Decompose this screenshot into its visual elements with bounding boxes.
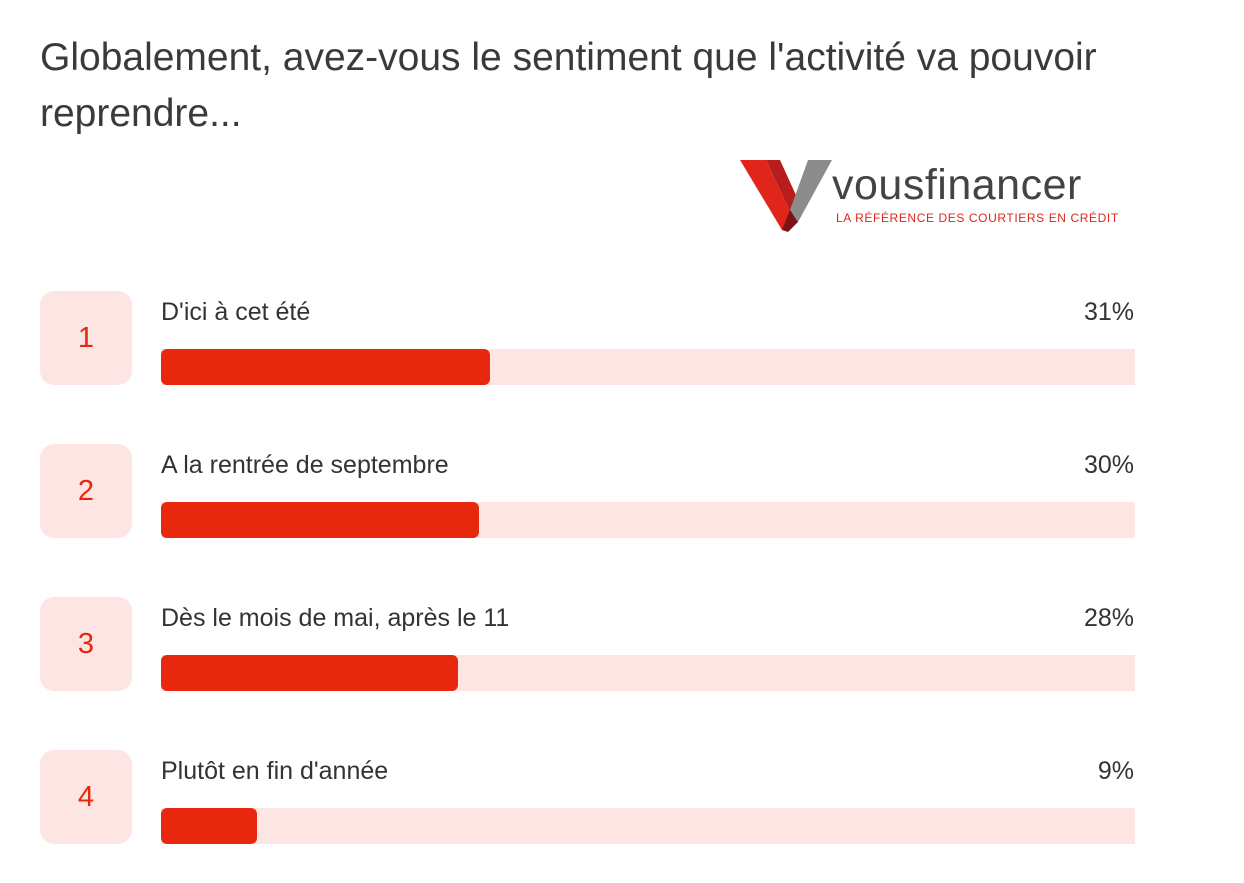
- vousfinancer-logo: vousfinancer LA RÉFÉRENCE DES COURTIERS …: [722, 156, 1138, 232]
- poll-option: 4 Plutôt en fin d'année 9%: [40, 750, 1150, 846]
- bar-fill: [161, 349, 490, 385]
- rank-badge: 1: [40, 291, 132, 385]
- bar-track: [161, 808, 1135, 844]
- bar-fill: [161, 502, 479, 538]
- question-title: Globalement, avez-vous le sentiment que …: [40, 36, 1097, 135]
- option-percentage: 30%: [1083, 451, 1134, 479]
- logo-v-icon: [740, 160, 832, 232]
- option-label: A la rentrée de septembre: [161, 451, 449, 479]
- option-label: D'ici à cet été: [161, 298, 311, 326]
- option-label: Dès le mois de mai, après le 11: [161, 604, 510, 632]
- option-percentage: 9%: [1097, 757, 1134, 785]
- rank-badge: 2: [40, 444, 132, 538]
- option-percentage: 28%: [1083, 604, 1134, 632]
- bar-fill: [161, 655, 458, 691]
- rank-badge: 4: [40, 750, 132, 844]
- option-label: Plutôt en fin d'année: [161, 757, 389, 785]
- option-percentage: 31%: [1083, 298, 1134, 326]
- poll-option: 3 Dès le mois de mai, après le 11 28%: [40, 597, 1150, 693]
- bar-track: [161, 655, 1135, 691]
- poll-option: 1 D'ici à cet été 31%: [40, 291, 1150, 387]
- poll-option: 2 A la rentrée de septembre 30%: [40, 444, 1150, 540]
- bar-track: [161, 349, 1135, 385]
- logo-tagline: LA RÉFÉRENCE DES COURTIERS EN CRÉDIT: [836, 211, 1119, 225]
- bar-fill: [161, 808, 257, 844]
- bar-track: [161, 502, 1135, 538]
- logo-wordmark: vousfinancer: [832, 161, 1082, 209]
- rank-badge: 3: [40, 597, 132, 691]
